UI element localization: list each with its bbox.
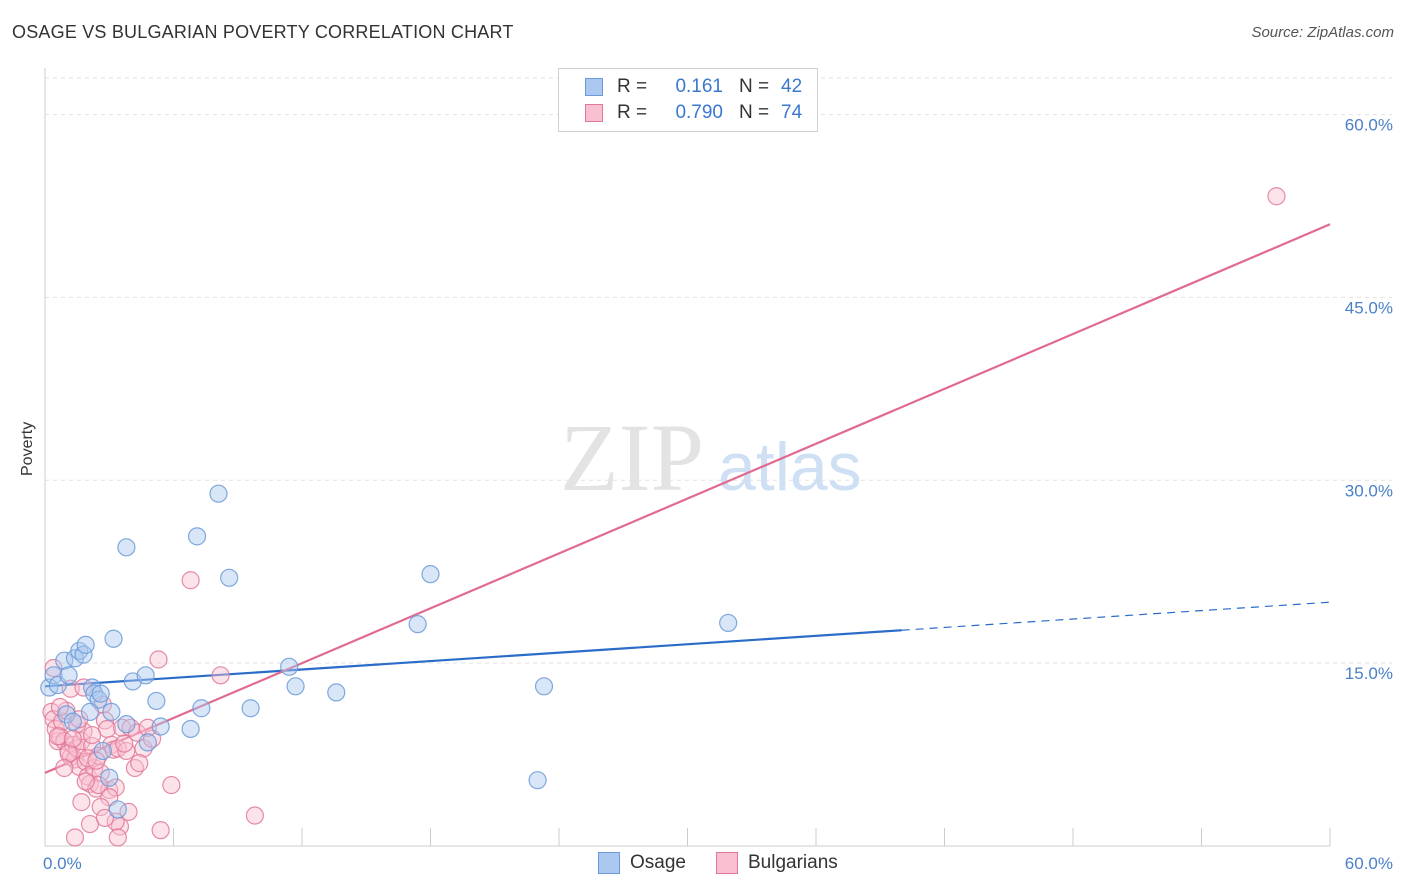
point-bulgarians	[72, 793, 91, 812]
point-bulgarians	[95, 808, 115, 828]
trendline-extension-osage	[901, 601, 1331, 631]
point-osage	[138, 733, 157, 752]
point-osage	[44, 666, 63, 685]
source-credit: Source: ZipAtlas.com	[1251, 24, 1394, 41]
point-osage	[100, 768, 119, 787]
legend-row-bulgarians: R = 0.790 N = 74	[585, 101, 802, 125]
point-bulgarians	[119, 802, 138, 821]
y-tick-labels: 15.0% 30.0% 45.0% 60.0%	[1345, 116, 1393, 684]
series-legend: Osage Bulgarians	[0, 852, 1406, 878]
point-osage	[280, 657, 299, 676]
point-osage	[93, 741, 112, 761]
legend-swatch-bulgarians	[716, 852, 738, 874]
watermark: ZIP atlas	[560, 404, 862, 511]
point-bulgarians	[151, 821, 170, 840]
y-tick-label: 60.0%	[1345, 116, 1393, 135]
point-bulgarians	[211, 666, 230, 685]
n-value: 74	[781, 102, 803, 123]
point-osage	[181, 719, 200, 739]
point-osage	[220, 568, 239, 587]
point-bulgarians	[130, 754, 149, 773]
point-osage	[528, 771, 547, 790]
point-osage	[187, 527, 207, 546]
y-tick-label: 15.0%	[1345, 664, 1393, 683]
y-tick-label: 45.0%	[1345, 298, 1393, 317]
legend-item-osage[interactable]: Osage	[598, 852, 686, 874]
point-osage	[534, 677, 554, 696]
y-tick-label: 30.0%	[1345, 481, 1393, 500]
point-osage	[104, 629, 123, 648]
legend-label-osage: Osage	[630, 852, 686, 873]
point-osage	[241, 699, 260, 718]
point-bulgarians	[59, 744, 78, 763]
point-osage	[327, 683, 346, 702]
point-bulgarians	[181, 571, 200, 590]
point-bulgarians	[115, 734, 134, 753]
chart-title: OSAGE VS BULGARIAN POVERTY CORRELATION C…	[12, 22, 514, 42]
point-bulgarians	[76, 772, 95, 791]
point-osage	[421, 565, 440, 584]
watermark-zip: ZIP	[560, 404, 704, 511]
point-osage	[117, 538, 136, 557]
legend-swatch-osage	[585, 78, 603, 96]
point-osage	[63, 712, 82, 731]
point-bulgarians	[138, 718, 157, 737]
point-osage	[209, 484, 228, 503]
point-osage	[91, 684, 110, 703]
point-bulgarians	[108, 828, 127, 847]
x-tick-labels: 0.0% 60.0%	[43, 854, 1393, 873]
point-osage	[136, 666, 155, 685]
legend-row-osage: R = 0.161 N = 42	[585, 75, 802, 99]
x-tick-label-min: 0.0%	[43, 854, 82, 873]
point-osage	[76, 635, 95, 654]
data-points	[40, 187, 1286, 847]
trendline-bulgarians	[44, 223, 1331, 774]
n-label: N =	[739, 76, 770, 97]
n-label: N =	[739, 102, 770, 123]
legend-label-bulgarians: Bulgarians	[748, 852, 838, 873]
trendlines	[44, 223, 1331, 774]
legend-swatch-bulgarians	[585, 104, 603, 122]
x-tick-label-max: 60.0%	[1345, 854, 1393, 873]
point-bulgarians	[83, 725, 102, 745]
r-value: 0.790	[675, 102, 723, 123]
trendline-osage	[44, 629, 902, 688]
watermark-atlas: atlas	[718, 429, 862, 505]
point-osage	[102, 702, 121, 722]
point-bulgarians	[87, 751, 106, 770]
r-value: 0.161	[675, 76, 723, 97]
point-osage	[55, 651, 74, 670]
point-osage	[108, 800, 127, 819]
point-bulgarians	[48, 727, 67, 746]
point-osage	[117, 714, 136, 734]
point-osage	[147, 691, 166, 711]
gridlines	[45, 77, 1392, 664]
point-bulgarians	[63, 729, 82, 748]
point-osage	[57, 705, 76, 724]
point-bulgarians	[149, 650, 168, 669]
point-osage	[192, 699, 211, 718]
r-label: R =	[617, 76, 648, 97]
point-bulgarians	[245, 806, 264, 825]
point-bulgarians	[55, 758, 74, 778]
point-bulgarians	[50, 697, 70, 717]
point-osage	[408, 615, 427, 634]
point-bulgarians	[44, 658, 63, 678]
point-osage	[719, 613, 738, 633]
point-bulgarians	[162, 775, 181, 795]
point-bulgarians	[1267, 187, 1286, 206]
legend-swatch-osage	[598, 852, 620, 874]
point-osage	[80, 702, 100, 722]
legend-item-bulgarians[interactable]: Bulgarians	[716, 852, 838, 874]
correlation-legend: R = 0.161 N = 42 R = 0.790 N = 74	[558, 68, 818, 132]
point-osage	[59, 666, 78, 685]
r-label: R =	[617, 102, 648, 123]
point-osage	[286, 677, 305, 696]
point-osage	[151, 717, 170, 736]
n-value: 42	[781, 76, 803, 97]
point-bulgarians	[65, 828, 85, 847]
